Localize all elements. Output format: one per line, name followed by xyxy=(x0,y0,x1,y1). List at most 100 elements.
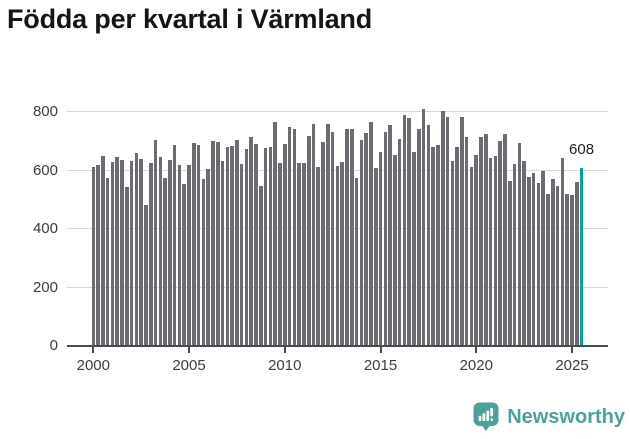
bar xyxy=(259,186,263,346)
bar xyxy=(522,160,526,346)
bar xyxy=(201,178,206,346)
bar xyxy=(134,153,139,346)
x-axis-tick xyxy=(283,347,286,353)
bar xyxy=(292,128,297,346)
bar xyxy=(574,182,579,346)
bar xyxy=(148,163,153,346)
bar xyxy=(115,157,120,346)
bar xyxy=(153,140,158,346)
bar xyxy=(397,138,402,346)
bar xyxy=(196,144,201,346)
bar xyxy=(249,137,254,346)
bar xyxy=(235,139,239,346)
x-axis-tick xyxy=(571,347,573,353)
x-tick-label: 2015 xyxy=(363,357,398,374)
bar xyxy=(378,151,383,346)
y-tick-label: 600 xyxy=(32,161,58,179)
x-axis-line xyxy=(67,345,608,347)
bar xyxy=(402,114,407,346)
bar xyxy=(426,125,431,346)
bar xyxy=(172,144,177,346)
bar xyxy=(503,133,507,346)
bar xyxy=(388,124,392,346)
y-tick-label: 800 xyxy=(32,103,58,120)
bar xyxy=(498,141,502,346)
bar xyxy=(488,157,493,346)
y-tick-label: 0 xyxy=(49,337,58,354)
x-tick-label: 2010 xyxy=(268,357,302,374)
bar xyxy=(263,148,268,346)
x-tick-label: 2005 xyxy=(172,357,206,374)
bar xyxy=(110,162,115,346)
x-axis-tick xyxy=(188,347,191,353)
x-tick-label: 2000 xyxy=(76,357,110,374)
bar xyxy=(297,163,301,346)
bar xyxy=(125,187,129,346)
x-axis: 2000 2005 2010 2015 2020 2025 xyxy=(67,347,608,387)
bar xyxy=(192,143,196,346)
bar xyxy=(560,157,565,346)
x-axis-tick xyxy=(379,347,382,353)
bar xyxy=(254,144,258,346)
bar xyxy=(177,164,182,346)
bar xyxy=(479,137,483,346)
bar xyxy=(302,163,306,346)
bar xyxy=(96,164,100,346)
bar xyxy=(91,166,96,346)
bar xyxy=(412,152,416,346)
gridline xyxy=(67,111,608,112)
highlight-bar xyxy=(579,168,584,346)
bar xyxy=(321,142,325,346)
bar xyxy=(440,110,445,346)
bar xyxy=(436,144,440,346)
y-axis: 0 200 400 600 800 xyxy=(0,103,58,354)
x-tick-label: 2025 xyxy=(555,357,589,374)
bar xyxy=(158,157,163,346)
brand-name: Newsworthy xyxy=(507,405,625,428)
bar xyxy=(512,164,517,346)
bar xyxy=(349,128,354,346)
bar xyxy=(316,166,321,346)
bar xyxy=(345,128,349,346)
bar xyxy=(460,117,464,346)
bar xyxy=(273,122,277,346)
bar xyxy=(407,118,412,346)
bar xyxy=(330,132,335,346)
bar xyxy=(507,181,512,346)
bar xyxy=(340,162,345,346)
brand-footer[interactable]: Newsworthy xyxy=(473,402,625,432)
bar xyxy=(555,185,560,346)
bar xyxy=(565,193,569,346)
bar xyxy=(182,183,187,346)
bar xyxy=(211,141,215,346)
bar xyxy=(393,154,397,346)
bar xyxy=(536,183,541,346)
bar xyxy=(484,133,488,346)
bar xyxy=(163,178,167,346)
bar xyxy=(206,169,210,346)
bar xyxy=(455,147,459,346)
bar xyxy=(570,195,574,346)
bar xyxy=(551,178,555,346)
x-axis-tick xyxy=(92,347,95,353)
bar xyxy=(531,173,536,346)
bar xyxy=(326,124,330,346)
bar xyxy=(493,155,498,346)
bar xyxy=(517,143,522,346)
y-tick-label: 400 xyxy=(32,220,58,237)
bar xyxy=(464,136,469,346)
bar xyxy=(474,154,479,346)
newsworthy-logo-icon xyxy=(473,402,499,431)
bar xyxy=(421,109,426,346)
y-tick-label: 200 xyxy=(32,278,58,296)
bar xyxy=(230,145,234,346)
bar xyxy=(225,147,230,346)
bar xyxy=(445,116,450,346)
bar xyxy=(373,168,378,346)
bar xyxy=(359,140,364,346)
bar xyxy=(311,124,316,346)
bar xyxy=(354,178,359,346)
bar xyxy=(335,165,340,346)
bar xyxy=(244,149,249,346)
